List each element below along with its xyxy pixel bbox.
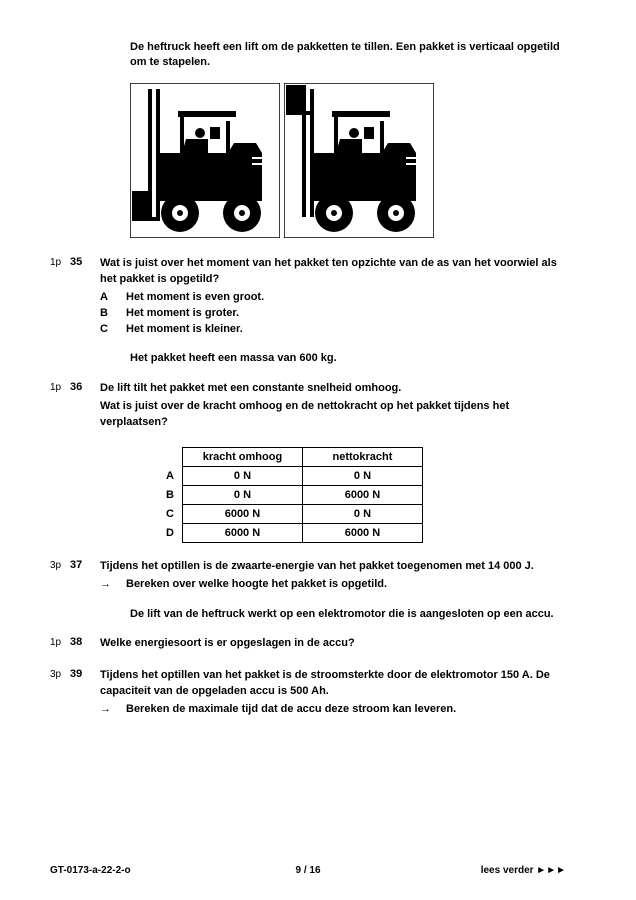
intro-paragraph: De heftruck heeft een lift om de pakkett… (130, 40, 566, 71)
forklift-pallet-low-icon (130, 83, 280, 238)
points-marker: 1p (50, 381, 70, 393)
question-stem: Tijdens het optillen van het pakket is d… (100, 668, 566, 700)
footer-left: GT-0173-a-22-2-o (50, 865, 131, 876)
question-number: 36 (70, 381, 100, 393)
answer-table: kracht omhoog nettokracht A 0 N 0 N B 0 … (158, 447, 423, 543)
mass-statement: Het pakket heeft een massa van 600 kg. (130, 351, 566, 366)
arrow-icon: → (100, 702, 126, 718)
sub-question: Bereken over welke hoogte het pakket is … (126, 577, 387, 593)
arrow-icon: → (100, 577, 126, 593)
table-header: kracht omhoog (182, 447, 302, 466)
question-number: 38 (70, 636, 100, 648)
table-row: B 0 N 6000 N (158, 485, 422, 504)
question-39: 3p 39 Tijdens het optillen van het pakke… (50, 668, 566, 718)
footer-page-number: 9 / 16 (295, 865, 320, 876)
table-cell: 0 N (182, 466, 302, 485)
question-37: 3p 37 Tijdens het optillen is de zwaarte… (50, 559, 566, 593)
table-cell: 0 N (302, 504, 422, 523)
question-stem: Wat is juist over de kracht omhoog en de… (100, 399, 566, 431)
table-row-label: A (158, 466, 182, 485)
points-marker: 3p (50, 668, 70, 680)
table-cell: 0 N (302, 466, 422, 485)
sub-question: Bereken de maximale tijd dat de accu dez… (126, 702, 456, 718)
answer-letter: C (100, 322, 126, 338)
points-marker: 1p (50, 256, 70, 268)
page-footer: GT-0173-a-22-2-o 9 / 16 lees verder ►►► (50, 865, 566, 876)
forklift-pallet-high-icon (284, 83, 434, 238)
table-cell: 6000 N (182, 504, 302, 523)
question-36: 1p 36 De lift tilt het pakket met een co… (50, 381, 566, 433)
footer-right: lees verder ►►► (481, 865, 566, 876)
table-row-label (158, 447, 182, 466)
question-stem: De lift tilt het pakket met een constant… (100, 381, 566, 397)
table-row: D 6000 N 6000 N (158, 523, 422, 542)
forklift-figure (130, 83, 566, 238)
table-row: C 6000 N 0 N (158, 504, 422, 523)
table-cell: 6000 N (302, 523, 422, 542)
question-38: 1p 38 Welke energiesoort is er opgeslage… (50, 636, 566, 654)
lift-statement: De lift van de heftruck werkt op een ele… (130, 607, 566, 622)
question-number: 35 (70, 256, 100, 268)
table-row-label: C (158, 504, 182, 523)
answer-letter: A (100, 290, 126, 306)
answer-text: Het moment is kleiner. (126, 322, 243, 338)
table-cell: 6000 N (302, 485, 422, 504)
answer-letter: B (100, 306, 126, 322)
question-number: 37 (70, 559, 100, 571)
question-stem: Tijdens het optillen is de zwaarte-energ… (100, 559, 566, 575)
table-header: nettokracht (302, 447, 422, 466)
question-35: 1p 35 Wat is juist over het moment van h… (50, 256, 566, 338)
table-cell: 6000 N (182, 523, 302, 542)
table-row: A 0 N 0 N (158, 466, 422, 485)
answer-text: Het moment is even groot. (126, 290, 264, 306)
points-marker: 3p (50, 559, 70, 571)
question-stem: Wat is juist over het moment van het pak… (100, 256, 566, 288)
question-number: 39 (70, 668, 100, 680)
table-row-label: D (158, 523, 182, 542)
question-stem: Welke energiesoort is er opgeslagen in d… (100, 636, 566, 652)
points-marker: 1p (50, 636, 70, 648)
answer-text: Het moment is groter. (126, 306, 239, 322)
table-cell: 0 N (182, 485, 302, 504)
table-row-label: B (158, 485, 182, 504)
